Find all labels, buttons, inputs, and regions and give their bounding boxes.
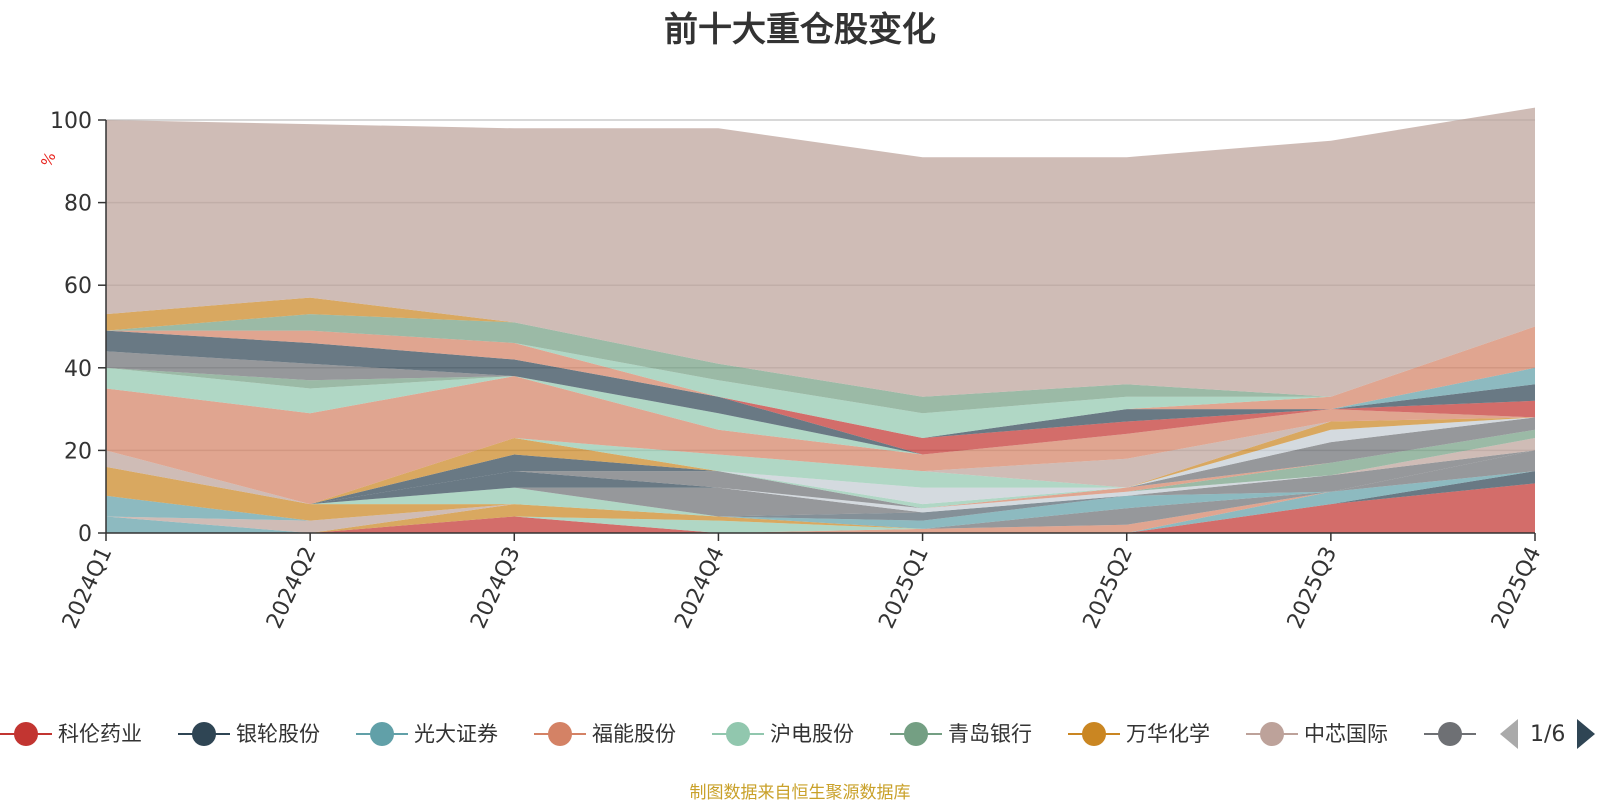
chart-title: 前十大重仓股变化 [664, 10, 936, 50]
legend-label-0: 科伦药业 [58, 722, 142, 746]
area-series-7 [106, 471, 1535, 533]
area-other-11 [106, 429, 1535, 509]
area-series-0 [106, 483, 1535, 533]
y-axis-label: % [37, 149, 59, 170]
legend-label-7: 中芯国际 [1304, 722, 1388, 746]
legend-label-5: 青岛银行 [948, 722, 1032, 746]
legend-label-6: 万华化学 [1126, 722, 1210, 746]
area-other-25 [106, 330, 1535, 455]
legend-label-4: 沪电股份 [770, 722, 854, 746]
legend-item-1[interactable]: 银轮股份 [178, 716, 320, 752]
area-other-28 [106, 326, 1535, 438]
area-other-9 [106, 438, 1535, 509]
legend: 科伦药业 银轮股份 光大证券 福能股份 沪电股份 青岛银行 万华化学 中芯国际 1/6 [0, 716, 1600, 756]
legend-swatch-4 [712, 716, 764, 752]
stacked-areas [106, 107, 1535, 533]
area-other-32 [106, 107, 1535, 397]
x-tick-label-2: 2024Q3 [466, 543, 526, 633]
area-other-24 [106, 330, 1535, 455]
legend-item-6[interactable]: 万华化学 [1068, 716, 1210, 752]
legend-label-2: 光大证券 [414, 722, 498, 746]
area-other-14 [106, 417, 1535, 505]
legend-swatch-6 [1068, 716, 1120, 752]
legend-swatch-5 [890, 716, 942, 752]
x-tick-label-5: 2025Q2 [1079, 543, 1139, 633]
area-other-15 [106, 417, 1535, 505]
area-series-3 [106, 471, 1535, 533]
legend-item-3[interactable]: 福能股份 [534, 716, 676, 752]
area-other-0 [106, 450, 1535, 529]
prev-page-icon[interactable] [1500, 719, 1518, 749]
x-tick-label-4: 2025Q1 [874, 543, 934, 633]
legend-swatch-3 [534, 716, 586, 752]
legend-swatch-1 [178, 716, 230, 752]
area-other-26 [106, 330, 1535, 438]
footer-note: 制图数据来自恒生聚源数据库 [689, 783, 911, 803]
y-tick-label-3: 60 [64, 274, 92, 299]
area-other-30 [106, 314, 1535, 414]
area-other-6 [106, 450, 1535, 517]
y-tick-label-0: 0 [78, 522, 92, 547]
x-tick-label-1: 2024Q2 [262, 543, 322, 633]
area-other-20 [106, 376, 1535, 505]
area-other-5 [106, 450, 1535, 517]
area-other-23 [106, 351, 1535, 455]
legend-item-0[interactable]: 科伦药业 [0, 716, 142, 752]
y-tick-label-1: 20 [64, 439, 92, 464]
area-other-31 [106, 297, 1535, 397]
x-tick-label-6: 2025Q3 [1283, 543, 1343, 633]
area-other-29 [106, 326, 1535, 438]
legend-label-1: 银轮股份 [236, 722, 320, 746]
legend-pager: 1/6 [1500, 716, 1596, 752]
legend-item-4[interactable]: 沪电股份 [712, 716, 854, 752]
legend-page-indicator: 1/6 [1530, 721, 1566, 747]
y-tick-label-2: 40 [64, 357, 92, 382]
x-tick-label-3: 2024Q4 [670, 543, 730, 633]
area-other-21 [106, 367, 1535, 455]
legend-label-3: 福能股份 [592, 722, 676, 746]
legend-item-7[interactable]: 中芯国际 [1246, 716, 1388, 752]
next-page-icon[interactable] [1577, 719, 1596, 749]
legend-swatch-truncated [1424, 716, 1476, 752]
legend-swatch-0 [0, 716, 52, 752]
x-tick-label-0: 2024Q1 [58, 543, 118, 633]
legend-swatch-2 [356, 716, 408, 752]
legend-item-truncated[interactable] [1424, 716, 1482, 752]
area-series-6 [106, 471, 1535, 533]
y-tick-label-4: 80 [64, 192, 92, 217]
x-tick-label-7: 2025Q4 [1487, 543, 1547, 633]
y-tick-label-5: 100 [50, 109, 92, 134]
legend-item-2[interactable]: 光大证券 [356, 716, 498, 752]
area-other-17 [106, 417, 1535, 505]
legend-swatch-7 [1246, 716, 1298, 752]
legend-item-5[interactable]: 青岛银行 [890, 716, 1032, 752]
